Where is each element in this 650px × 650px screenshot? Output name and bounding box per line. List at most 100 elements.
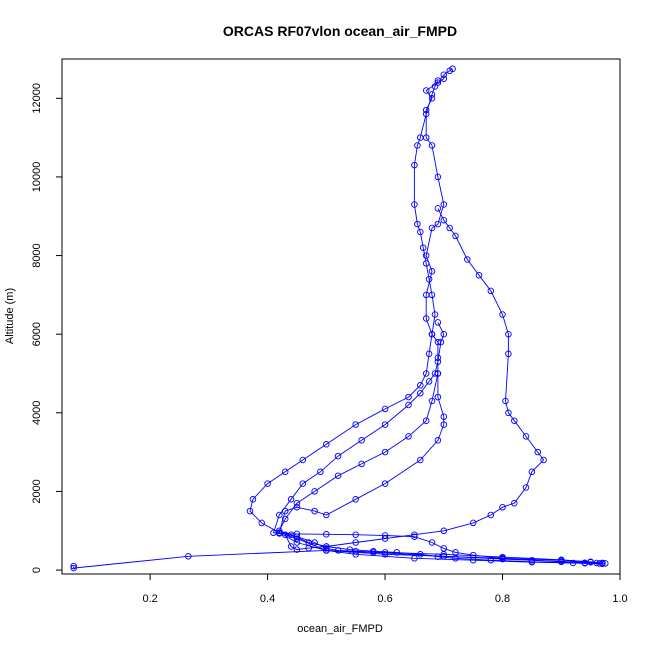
data-point [299,480,307,487]
data-point [317,468,324,476]
data-point [281,468,289,476]
data-point [425,350,433,358]
y-axis: 0 2000 4000 6000 8000 10000 12000 [31,83,62,573]
data-point [417,456,424,464]
data-point [281,515,289,523]
data-point [528,558,536,566]
data-point [434,358,442,365]
data-point [411,201,418,208]
data-point [469,519,477,527]
data-point [405,401,412,409]
data-point [422,110,430,118]
data-point [511,417,518,424]
data-point [431,311,439,318]
series-line [249,80,603,564]
data-point [419,244,427,251]
data-point [502,397,509,405]
data-point [417,134,424,141]
data-point [511,499,518,507]
data-point [434,553,442,560]
data-point [258,519,265,527]
data-point [440,201,448,208]
data-point [534,448,542,456]
data-point [381,549,389,556]
y-tick-label: 12000 [31,83,43,114]
plot-frame [61,58,621,575]
data-point [305,539,312,546]
data-point [381,405,389,413]
data-point [358,460,365,468]
data-point [499,503,506,511]
data-point [381,532,389,539]
x-axis-label: ocean_air_FMPD [297,623,383,635]
data-point [440,527,448,535]
data-point [352,531,359,538]
data-point [405,433,412,440]
y-tick-label: 10000 [31,162,43,193]
data-point [334,452,342,460]
data-point [428,291,436,299]
data-point [558,558,565,566]
data-point [434,77,442,84]
data-point [505,350,512,358]
data-point [323,547,330,554]
series-line [272,322,600,564]
data-point [464,256,471,263]
data-point [70,564,77,572]
data-point [434,220,442,228]
x-tick-label: 1.0 [612,593,627,605]
x-tick-label: 0.4 [260,593,275,605]
data-point [264,480,271,487]
data-point [425,275,433,283]
data-point [437,338,445,346]
data-point [370,547,377,555]
data-point [246,507,254,515]
data-point [428,91,436,98]
chart-title: ORCAS RF07vlon ocean_air_FMPD [223,23,457,39]
data-point [381,448,389,456]
y-tick-label: 8000 [31,243,43,267]
data-point [440,216,448,224]
data-point [540,456,547,464]
data-point [287,531,295,538]
data-point [323,441,330,448]
y-tick-label: 4000 [31,401,43,425]
data-point [440,421,448,428]
data-point [452,232,459,240]
data-point [422,417,430,424]
data-point [428,142,436,149]
data-point [358,437,365,444]
data-point [449,65,456,73]
data-point [185,553,192,560]
data-point [417,382,424,389]
data-point [434,205,442,212]
data-point [414,220,421,228]
series-line [73,68,606,569]
data-point [352,547,359,555]
data-point [428,330,436,338]
data-point [299,456,307,464]
data-point [293,546,301,553]
data-point [381,480,389,487]
data-point [475,271,483,279]
data-point [469,551,477,559]
data-point [422,252,430,259]
data-point [414,142,421,149]
data-point [352,421,359,428]
data-point [452,555,459,562]
data-point [249,496,257,503]
data-point [422,87,430,94]
data-point [487,511,495,519]
data-point [323,511,330,519]
data-point [422,370,430,377]
series-line [284,208,597,564]
data-point [440,413,448,420]
data-point [70,562,77,570]
data-point [381,421,389,428]
data-point [323,545,330,552]
data-point [434,319,442,326]
data-point [428,224,436,232]
data-point [569,559,577,567]
data-point [422,260,430,267]
